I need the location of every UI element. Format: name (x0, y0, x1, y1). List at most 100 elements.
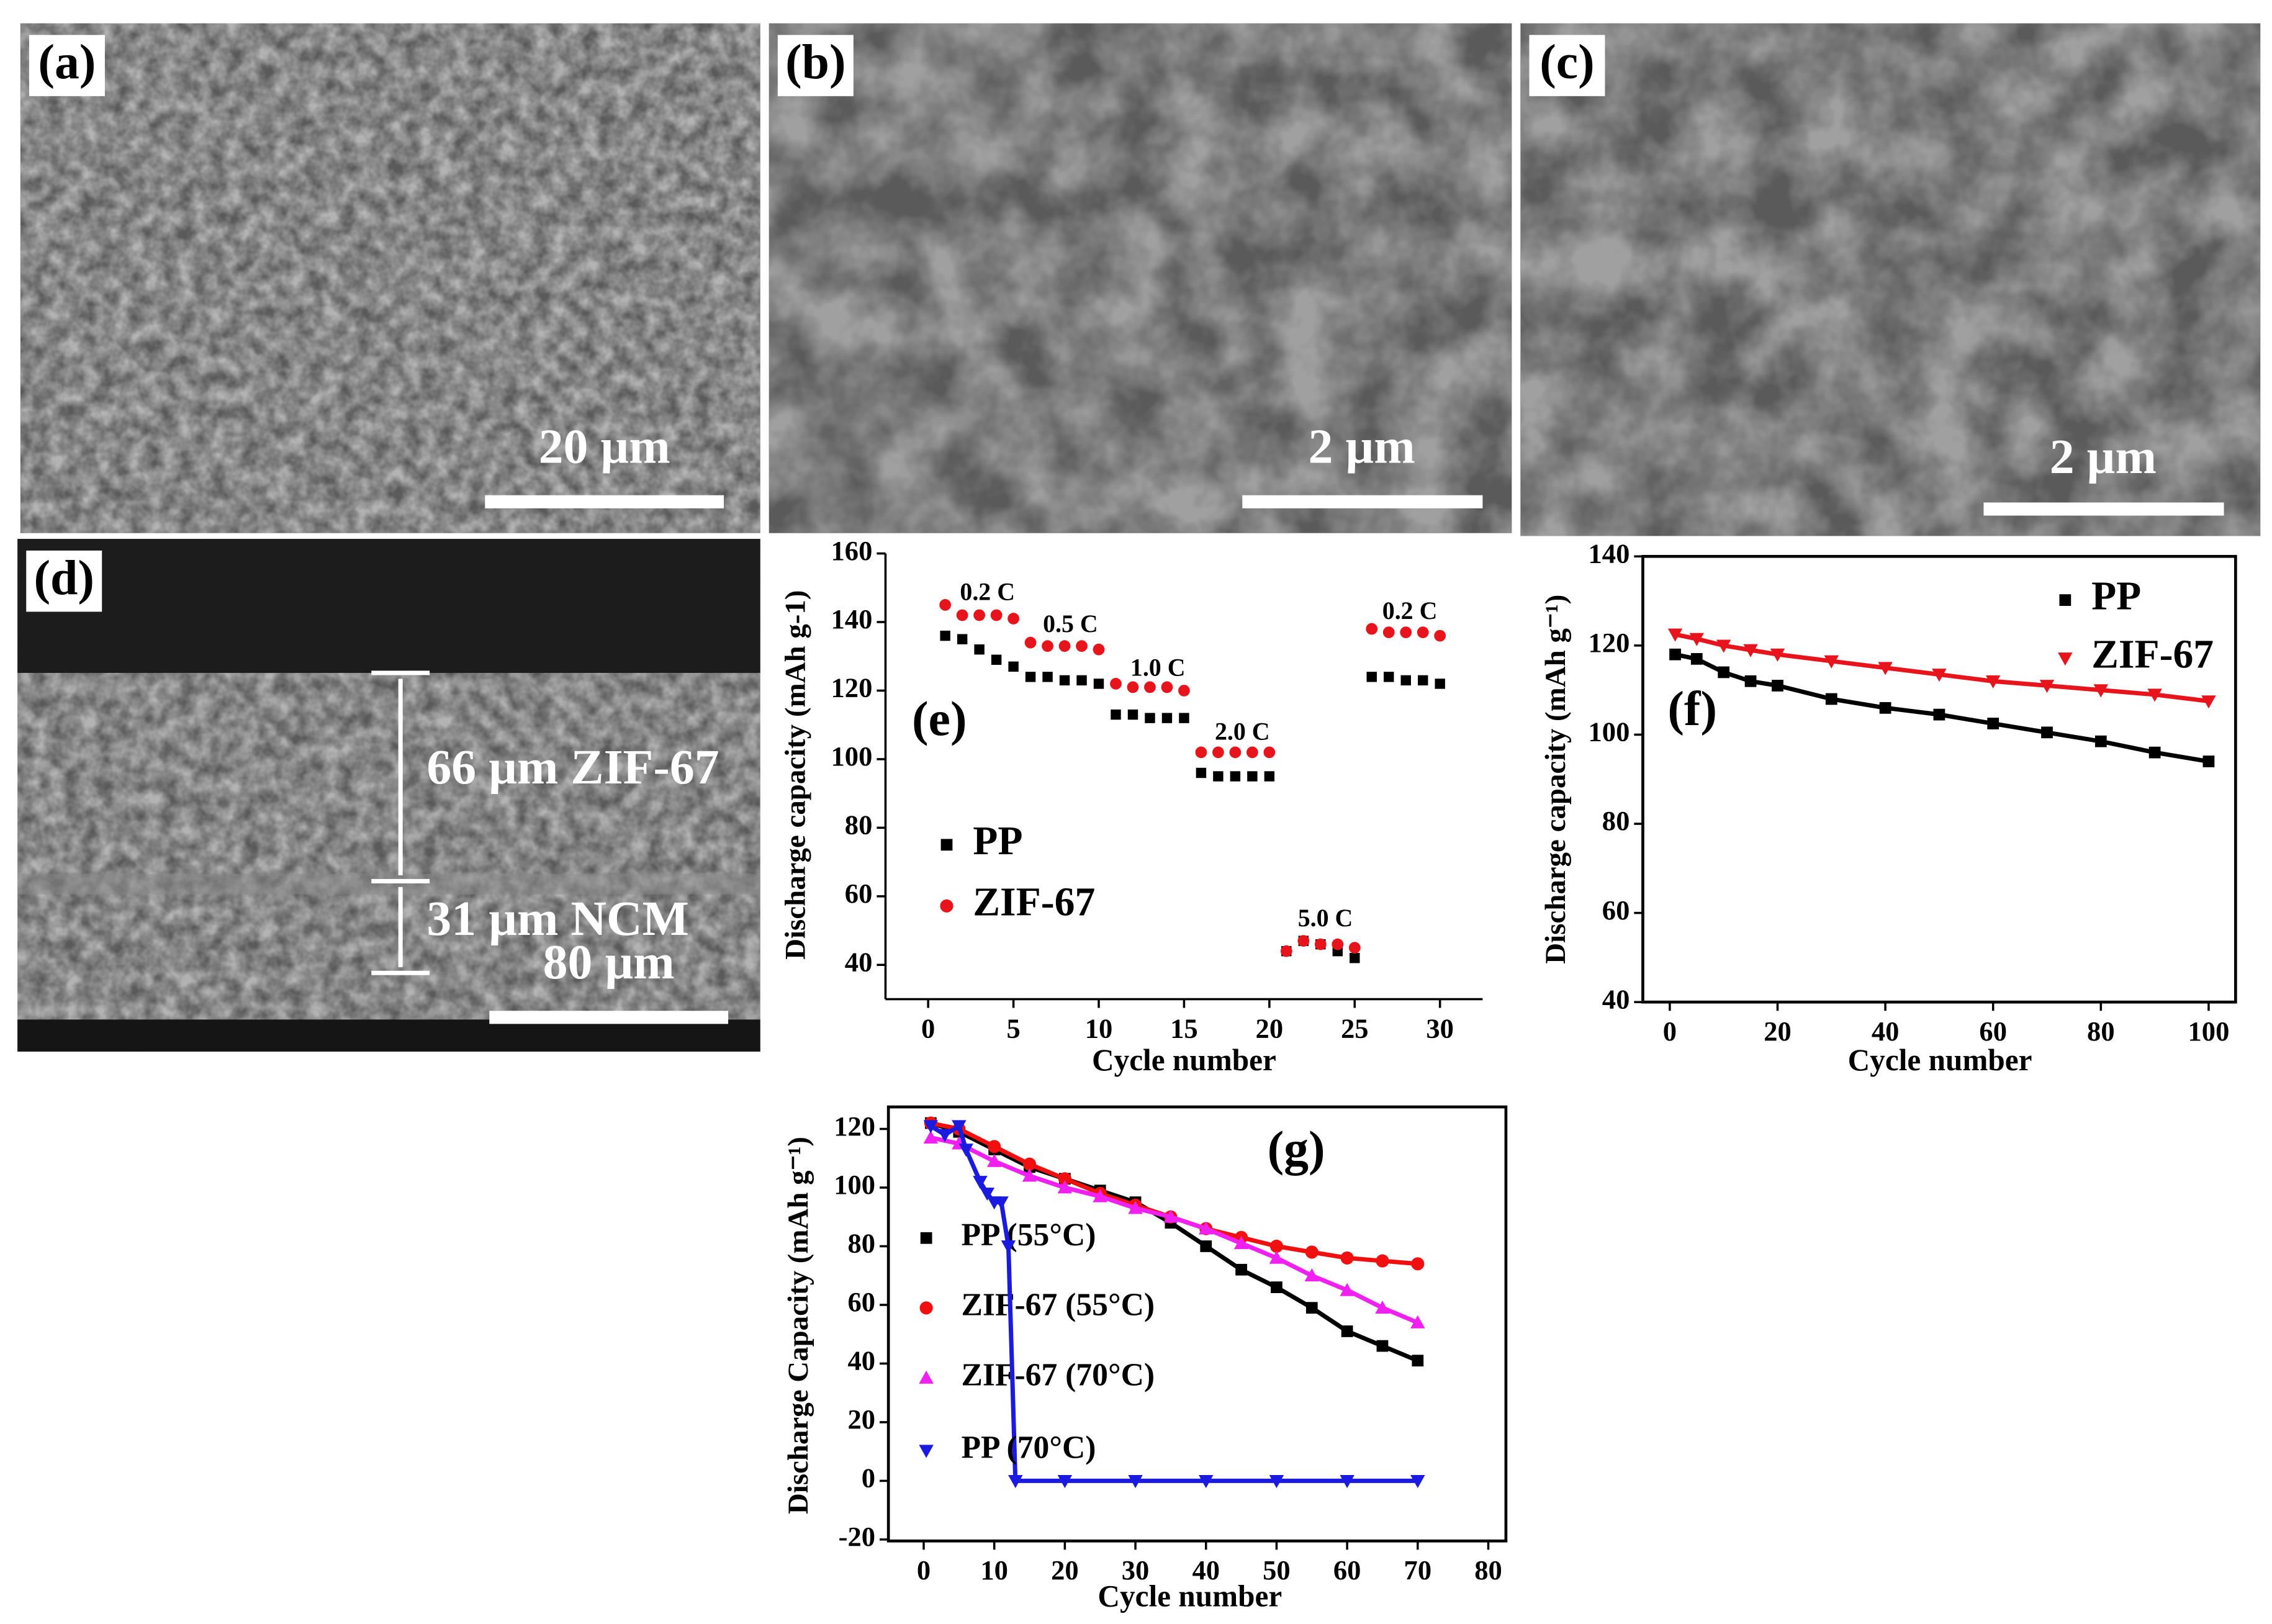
rate-annotation: 2.0 C (1215, 718, 1270, 746)
legend-marker (920, 1232, 932, 1244)
x-tick-label: 30 (1122, 1554, 1150, 1586)
data-point (1144, 681, 1156, 693)
y-tick-label: 120 (834, 1111, 875, 1142)
x-tick-label: 0 (921, 1013, 935, 1044)
data-point (1057, 1180, 1073, 1194)
data-point (1076, 640, 1088, 652)
data-point (1825, 693, 1837, 705)
data-point (1263, 746, 1276, 759)
x-axis-label: Cycle number (1092, 1043, 1276, 1077)
panel-label: (d) (34, 551, 94, 605)
x-tick-label: 60 (1979, 1016, 2007, 1047)
data-point (1376, 1254, 1389, 1268)
data-point (1305, 1302, 1318, 1314)
data-point (2201, 695, 2216, 709)
data-point (1058, 1172, 1071, 1186)
x-tick-label: 60 (1333, 1554, 1361, 1586)
data-point (2094, 735, 2107, 747)
scale-bar-label: 2 µm (2050, 430, 2157, 484)
data-point (973, 609, 986, 621)
data-point (2041, 726, 2053, 739)
x-tick-label: 80 (2087, 1016, 2115, 1047)
series: ZIF-67 (70°C) (919, 1130, 1425, 1392)
panel-label-box (777, 35, 854, 96)
data-point (1340, 1475, 1355, 1489)
legend-label: ZIF-67 (70°C) (961, 1357, 1155, 1392)
data-point (1400, 675, 1411, 686)
data-point (1718, 666, 1730, 679)
chart: 40 60 80 100 120 140 160 0 5 10 15 20 25 30 Cycle numb… (779, 535, 1483, 1077)
data-point (1410, 1475, 1425, 1489)
x-tick-label: 0 (1663, 1016, 1677, 1047)
panel-label-box (1529, 35, 1605, 96)
data-point (1412, 1355, 1424, 1367)
data-point (1212, 746, 1224, 759)
data-point (1233, 1236, 1249, 1250)
y-tick-label: 120 (831, 672, 873, 703)
x-tick-label: 40 (1872, 1016, 1900, 1047)
y-tick-label: 60 (845, 878, 873, 909)
scale-bar (1983, 502, 2224, 516)
data-point (1264, 771, 1275, 782)
sem-images: (a) 20 µm (b) 2 µm (c) 2 µm 66 µm ZIF-67 31 µm … (17, 23, 2261, 1052)
scale-bar-label: 2 µm (1309, 420, 1415, 474)
data-point (1314, 938, 1327, 950)
data-point (1417, 675, 1428, 686)
legend-marker (2058, 652, 2073, 666)
data-point (1246, 746, 1258, 759)
data-point (1348, 942, 1361, 954)
series: ZIF-67 (939, 599, 1446, 957)
layer-annotation: 31 µm NCM (426, 891, 688, 946)
panel-label: (g) (1268, 1121, 1325, 1176)
panel-label: (f) (1667, 682, 1717, 736)
data-point (1230, 771, 1241, 782)
y-tick-label: -20 (839, 1521, 875, 1552)
sem-dark-bottom (17, 1019, 760, 1052)
legend-marker (2059, 594, 2071, 607)
plot-frame (1641, 554, 2237, 1004)
data-point (1042, 672, 1053, 682)
panel-label-box (29, 35, 105, 96)
data-point (1280, 945, 1292, 957)
data-point (2039, 680, 2055, 693)
scale-bar (485, 495, 724, 508)
data-point (1025, 672, 1036, 682)
series: PP (1669, 574, 2215, 767)
x-tick-label: 10 (980, 1554, 1008, 1586)
data-point (937, 1129, 952, 1142)
data-point (1128, 1475, 1143, 1489)
data-point (1417, 626, 1429, 638)
panel-label: (c) (1539, 35, 1595, 89)
chart: 40 60 80 100 120 140 0 20 40 60 80 100 Cycle number D… (1539, 538, 2237, 1077)
legend-marker (919, 1370, 934, 1384)
chart: -20 0 20 40 60 80 100 120 0 10 20 30 40 50 60 70 80 Cycle… (782, 1105, 1508, 1613)
data-point (1059, 675, 1070, 686)
legend-marker (940, 839, 953, 851)
data-point (1076, 675, 1087, 686)
data-point (1229, 746, 1242, 759)
panel-label: (e) (912, 692, 967, 746)
data-point (1128, 1201, 1143, 1214)
layer-annotation: 66 µm ZIF-67 (426, 740, 719, 795)
data-point (1196, 767, 1207, 778)
data-point (1297, 935, 1310, 947)
data-point (1690, 652, 1703, 665)
legend-marker (919, 1445, 934, 1458)
series-line (929, 1122, 1418, 1483)
data-point (1161, 681, 1173, 693)
data-point (1179, 713, 1189, 723)
legend-label: ZIF-67 (973, 879, 1095, 924)
data-point (1058, 640, 1071, 652)
y-tick-label: 140 (1589, 538, 1630, 569)
legend-marker (940, 899, 953, 913)
data-point (1111, 709, 1121, 720)
data-point (956, 609, 968, 621)
data-point (1376, 1340, 1389, 1352)
data-point (2148, 746, 2161, 759)
data-point (957, 634, 968, 644)
data-point (1332, 938, 1344, 950)
scale-bar-label: 80 µm (543, 935, 675, 990)
x-tick-label: 20 (1051, 1554, 1079, 1586)
data-point (1269, 1250, 1284, 1264)
